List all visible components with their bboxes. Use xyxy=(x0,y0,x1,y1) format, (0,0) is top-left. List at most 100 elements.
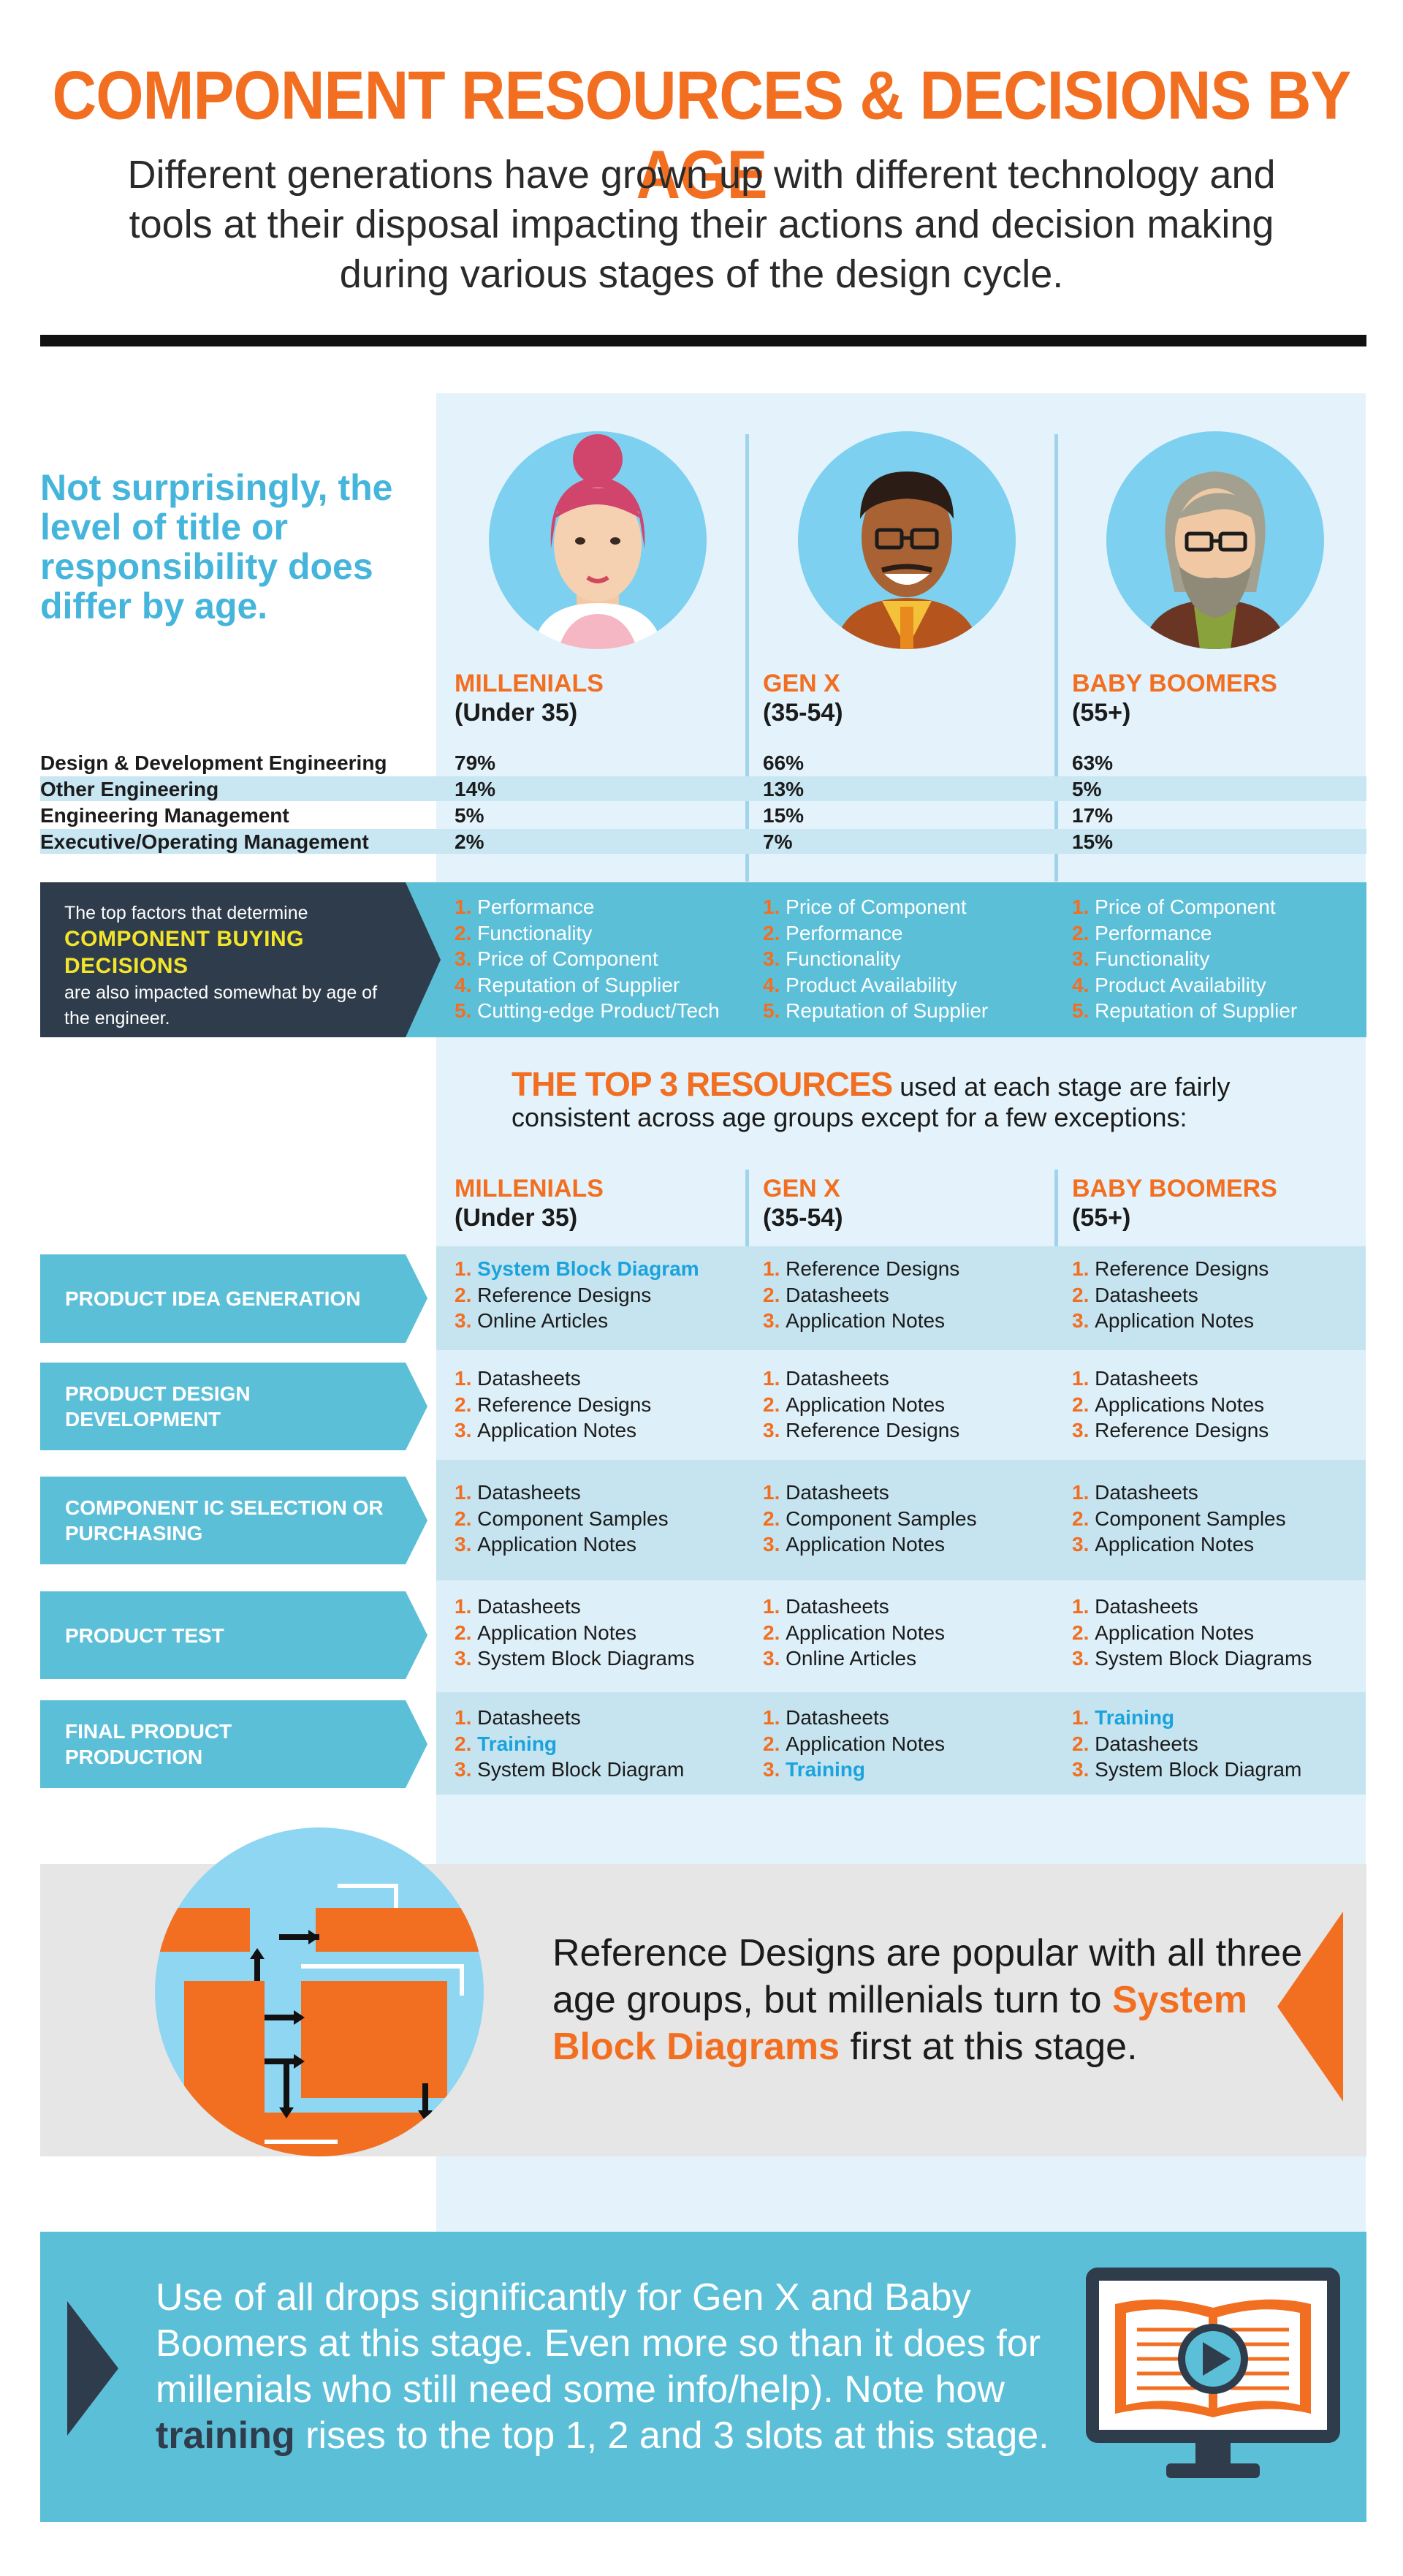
stage-arrow xyxy=(406,1591,427,1679)
resources-heading-emphasis: THE TOP 3 RESOURCES xyxy=(512,1065,893,1103)
baby-boomer-avatar xyxy=(1106,431,1324,649)
resource-item: 3. Application Notes xyxy=(763,1309,946,1332)
resource-item: 2. Component Samples xyxy=(1072,1507,1286,1530)
resources-heading-rest: used at each stage are fairly consistent… xyxy=(512,1072,1231,1132)
resource-item: 3. Online Articles xyxy=(763,1647,917,1670)
resource-item: 1. System Block Diagram xyxy=(455,1257,699,1280)
column-name: MILLENIALS xyxy=(455,670,604,697)
buying-decisions-label-box xyxy=(40,882,406,1037)
column-age: (55+) xyxy=(1072,1204,1131,1232)
buying-item: 2. Performance xyxy=(763,921,903,944)
column-age: (55+) xyxy=(1072,699,1131,727)
column-name: BABY BOOMERS xyxy=(1072,670,1277,697)
resource-list: 1. Datasheets 2. Component Samples 3. Ap… xyxy=(1072,1480,1286,1558)
callout-emphasis: System Block Diagrams xyxy=(552,1979,1247,2068)
resource-list: 1. Datasheets 2. Component Samples 3. Ap… xyxy=(763,1480,977,1558)
resource-item: 2. Component Samples xyxy=(455,1507,669,1530)
resource-item: 1. Datasheets xyxy=(455,1595,581,1618)
resource-list: 1. Datasheets 2. Application Notes 3. Tr… xyxy=(763,1705,945,1783)
resource-item: 3. Training xyxy=(763,1758,866,1781)
buying-item: 5. Reputation of Supplier xyxy=(1072,999,1298,1022)
column-age: (Under 35) xyxy=(455,1204,578,1232)
resource-item: 3. Reference Designs xyxy=(763,1419,960,1442)
title-value: 17% xyxy=(1072,804,1114,827)
title-value: 14% xyxy=(455,778,496,800)
title-value: 66% xyxy=(763,751,805,774)
buying-item: 4. Product Availability xyxy=(763,973,957,996)
stage-row xyxy=(436,1246,1366,1350)
resource-list: 1. Datasheets 2. Applications Notes 3. R… xyxy=(1072,1365,1269,1444)
buying-decisions-text: The top factors that determine COMPONENT… xyxy=(64,901,386,1031)
stage-label: COMPONENT IC SELECTION OR PURCHASING xyxy=(40,1477,406,1564)
resource-list: 1. Datasheets 2. Component Samples 3. Ap… xyxy=(455,1480,669,1558)
title-value: 5% xyxy=(1072,778,1102,800)
buying-emphasis: COMPONENT BUYING DECISIONS xyxy=(64,927,305,978)
resource-item: 3. Application Notes xyxy=(1072,1533,1255,1556)
title-value: 15% xyxy=(1072,830,1114,853)
resource-list: 1. System Block Diagram 2. Reference Des… xyxy=(455,1256,699,1334)
stage-arrow xyxy=(406,1254,427,1343)
resource-list: 1. Datasheets 2. Application Notes 3. Sy… xyxy=(1072,1594,1312,1672)
title-value: 2% xyxy=(455,830,484,853)
column-header-baby-boomers: BABY BOOMERS (55+) xyxy=(1072,669,1277,727)
callout-emphasis: training xyxy=(156,2414,295,2457)
resource-list: 1. Training 2. Datasheets 3. System Bloc… xyxy=(1072,1705,1301,1783)
page-subtitle: Different generations have grown up with… xyxy=(127,153,1276,296)
title-value: 7% xyxy=(763,830,793,853)
resource-item: 1. Datasheets xyxy=(763,1481,889,1504)
stage-row xyxy=(436,1580,1366,1692)
buying-item: 3. Functionality xyxy=(763,947,901,970)
title-label: Design & Development Engineering xyxy=(40,751,387,774)
column-header-baby-boomers: BABY BOOMERS (55+) xyxy=(1072,1174,1277,1232)
resource-item: 3. Application Notes xyxy=(763,1533,946,1556)
page-title: COMPONENT RESOURCES & DECISIONS BY AGE xyxy=(52,56,1352,213)
intro-text: Not surprisingly, the level of title or … xyxy=(40,467,393,626)
resource-item: 1. Datasheets xyxy=(455,1367,581,1390)
resource-item: 2. Applications Notes xyxy=(1072,1393,1265,1416)
resource-item: 2. Datasheets xyxy=(1072,1732,1198,1755)
resource-item: 2. Application Notes xyxy=(1072,1621,1255,1644)
resource-list: 1. Datasheets 2. Training 3. System Bloc… xyxy=(455,1705,684,1783)
resource-item: 1. Datasheets xyxy=(455,1481,581,1504)
resource-item: 1. Reference Designs xyxy=(763,1257,960,1280)
resource-item: 3. Application Notes xyxy=(455,1419,637,1442)
buying-list-gen-x: 1. Price of Component 2. Performance 3. … xyxy=(763,894,988,1024)
resource-item: 2. Reference Designs xyxy=(455,1393,652,1416)
stage-label: PRODUCT DESIGN DEVELOPMENT xyxy=(40,1363,406,1450)
column-age: (35-54) xyxy=(763,1204,843,1232)
column-name: GEN X xyxy=(763,670,840,697)
column-name: GEN X xyxy=(763,1175,840,1202)
buying-item: 5. Reputation of Supplier xyxy=(763,999,989,1022)
column-age: (Under 35) xyxy=(455,699,578,727)
resource-item: 3. Online Articles xyxy=(455,1309,609,1332)
title-label: Executive/Operating Management xyxy=(40,830,369,853)
title-row: Design & Development Engineering 79% 66%… xyxy=(40,750,1366,775)
title-value: 15% xyxy=(763,804,805,827)
column-name: BABY BOOMERS xyxy=(1072,1175,1277,1202)
resource-item: 3. System Block Diagrams xyxy=(1072,1647,1312,1670)
column-header-gen-x: GEN X (35-54) xyxy=(763,669,843,727)
resource-item: 2. Application Notes xyxy=(763,1621,946,1644)
resource-item: 2. Application Notes xyxy=(763,1393,946,1416)
resource-item: 1. Datasheets xyxy=(1072,1481,1198,1504)
column-name: MILLENIALS xyxy=(455,1175,604,1202)
buying-list-baby-boomers: 1. Price of Component 2. Performance 3. … xyxy=(1072,894,1297,1024)
title-value: 63% xyxy=(1072,751,1114,774)
video-book-icon xyxy=(1086,2268,1340,2484)
resource-list: 1. Reference Designs 2. Datasheets 3. Ap… xyxy=(763,1256,959,1334)
column-age: (35-54) xyxy=(763,699,843,727)
callout-text-before: Reference Designs are popular with all t… xyxy=(552,1932,1303,2021)
stage-row xyxy=(436,1460,1366,1580)
resource-item: 1. Datasheets xyxy=(455,1706,581,1729)
gen-x-avatar xyxy=(798,431,1016,649)
column-divider xyxy=(1054,434,1058,882)
column-header-millenials: MILLENIALS (Under 35) xyxy=(455,669,604,727)
title-row: Engineering Management 5% 15% 17% xyxy=(40,803,1366,827)
title-label: Other Engineering xyxy=(40,778,219,800)
stage-label: FINAL PRODUCT PRODUCTION xyxy=(40,1700,406,1788)
resource-item: 2. Component Samples xyxy=(763,1507,977,1530)
resource-item: 1. Datasheets xyxy=(763,1595,889,1618)
column-divider xyxy=(745,434,749,882)
stage-arrow xyxy=(406,1700,427,1788)
block-diagram-illustration xyxy=(155,1827,484,2156)
